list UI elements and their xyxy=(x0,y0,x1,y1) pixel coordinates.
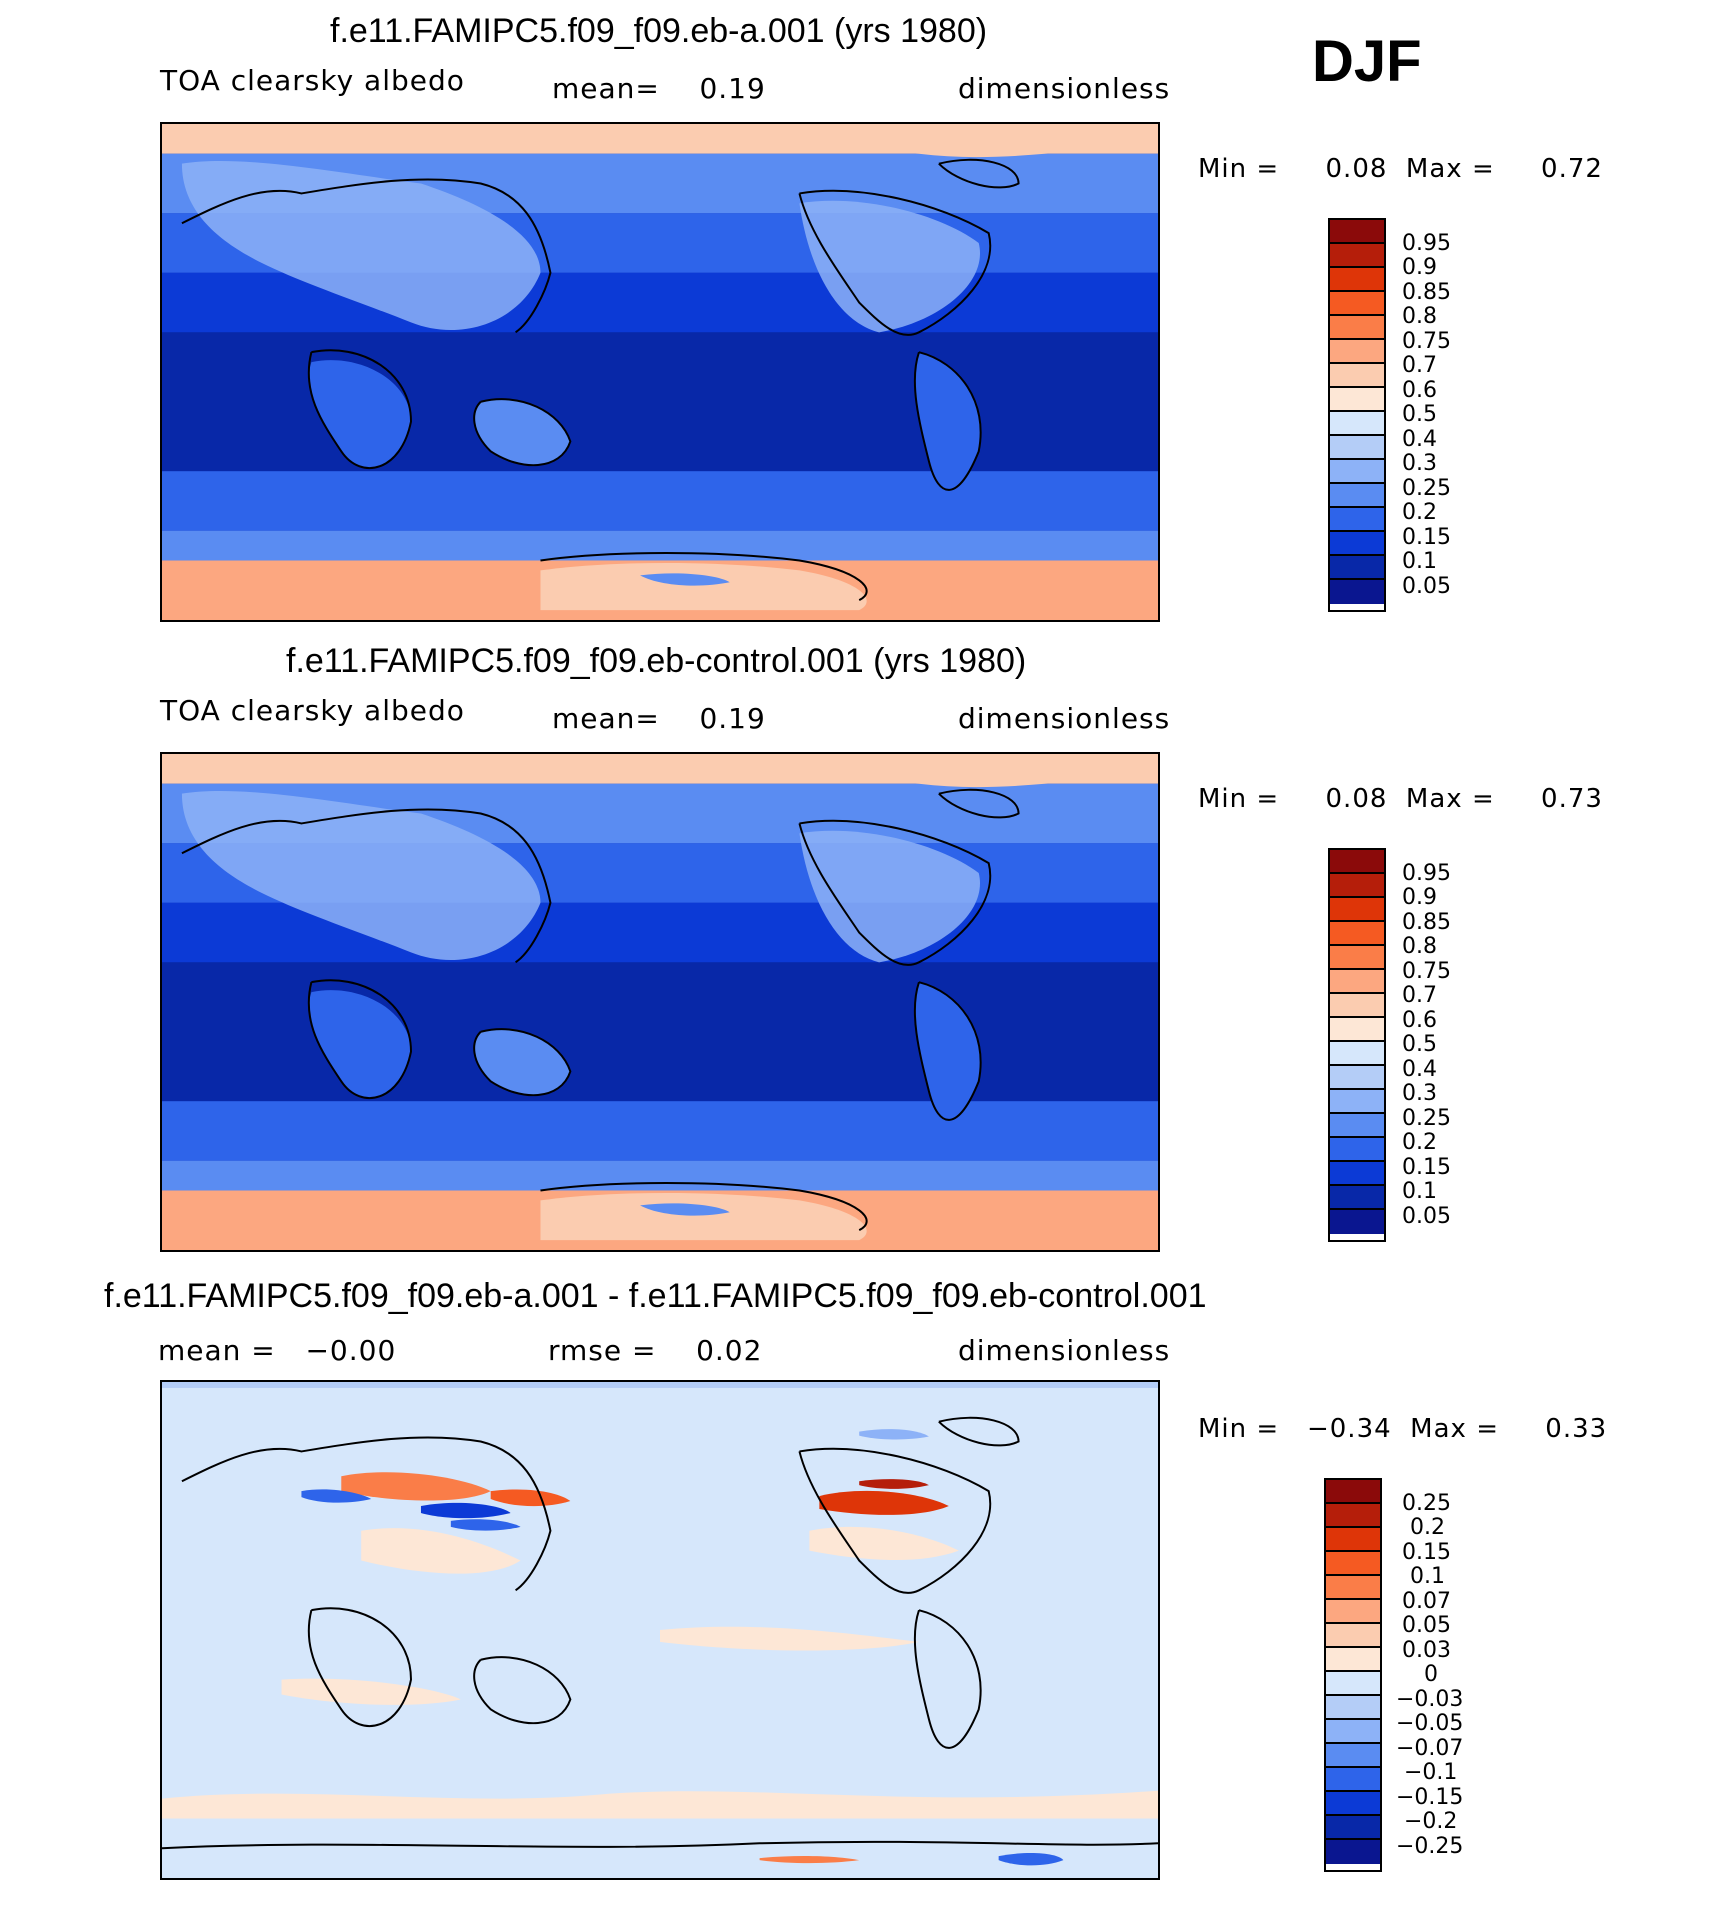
colorbar-tick: −0.15 xyxy=(1396,1785,1464,1810)
colorbar-tick: −0.03 xyxy=(1396,1687,1464,1712)
colorbar-tick: 0.05 xyxy=(1402,1613,1451,1638)
colorbar-tick: 0.95 xyxy=(1402,231,1451,256)
colorbar-tick: 0.15 xyxy=(1402,1540,1451,1565)
colorbar-tick: 0.15 xyxy=(1402,1155,1451,1180)
colorbar-tick: −0.2 xyxy=(1404,1809,1458,1834)
colorbar-tick: 0.25 xyxy=(1402,1106,1451,1131)
panel3-units-label: dimensionless xyxy=(958,1334,1171,1367)
panel1-title: f.e11.FAMIPC5.f09_f09.eb-a.001 (yrs 1980… xyxy=(330,12,988,50)
panel1-variable-label: TOA clearsky albedo xyxy=(160,64,465,97)
colorbar-tick: 0.75 xyxy=(1402,329,1451,354)
panel2-minmax: Min = 0.08 Max = 0.73 xyxy=(1198,784,1603,814)
colorbar-tick: 0.7 xyxy=(1402,983,1437,1008)
panel1-units-label: dimensionless xyxy=(958,72,1171,105)
colorbar-tick: 0.1 xyxy=(1410,1564,1445,1589)
colorbar-tick: 0.9 xyxy=(1402,255,1437,280)
panel3-map-svg xyxy=(162,1382,1158,1878)
panel2-units-label: dimensionless xyxy=(958,702,1171,735)
panel3-minmax: Min = −0.34 Max = 0.33 xyxy=(1198,1414,1608,1444)
colorbar-tick: 0.5 xyxy=(1402,402,1437,427)
colorbar-tick: 0.25 xyxy=(1402,476,1451,501)
panel2-title: f.e11.FAMIPC5.f09_f09.eb-control.001 (yr… xyxy=(286,642,1027,680)
colorbar-tick: −0.05 xyxy=(1396,1711,1464,1736)
colorbar-tick: 0.8 xyxy=(1402,934,1437,959)
colorbar-tick: 0.07 xyxy=(1402,1589,1451,1614)
panel1-map xyxy=(160,122,1160,622)
panel2-colorbar xyxy=(1328,848,1386,1242)
panel2-variable-label: TOA clearsky albedo xyxy=(160,694,465,727)
panel3-rmse-label: rmse = 0.02 xyxy=(548,1334,763,1367)
panel3-colorbar xyxy=(1324,1478,1382,1872)
colorbar-tick: 0.6 xyxy=(1402,1008,1437,1033)
colorbar-tick: 0.3 xyxy=(1402,1081,1437,1106)
colorbar-tick: 0.4 xyxy=(1402,1057,1437,1082)
colorbar-tick: 0.03 xyxy=(1402,1638,1451,1663)
panel1-colorbar xyxy=(1328,218,1386,612)
colorbar-tick: 0.1 xyxy=(1402,1179,1437,1204)
panel3-map xyxy=(160,1380,1160,1880)
panel2-mean-label: mean= 0.19 xyxy=(552,702,766,735)
colorbar-tick: 0.4 xyxy=(1402,427,1437,452)
colorbar-tick: 0.05 xyxy=(1402,574,1451,599)
colorbar-tick: 0.75 xyxy=(1402,959,1451,984)
colorbar-tick: 0.95 xyxy=(1402,861,1451,886)
panel3-title: f.e11.FAMIPC5.f09_f09.eb-a.001 - f.e11.F… xyxy=(104,1277,1207,1315)
colorbar-tick: −0.07 xyxy=(1396,1736,1464,1761)
colorbar-tick: 0.6 xyxy=(1402,378,1437,403)
colorbar-tick: 0.7 xyxy=(1402,353,1437,378)
panel1-map-svg xyxy=(162,124,1158,620)
colorbar-tick: 0.2 xyxy=(1402,1130,1437,1155)
colorbar-tick: 0.2 xyxy=(1410,1515,1445,1540)
colorbar-tick: 0 xyxy=(1424,1662,1438,1687)
panel1-minmax: Min = 0.08 Max = 0.72 xyxy=(1198,154,1603,184)
panel1-mean-label: mean= 0.19 xyxy=(552,72,766,105)
colorbar-tick: 0.1 xyxy=(1402,549,1437,574)
colorbar-tick: 0.85 xyxy=(1402,280,1451,305)
colorbar-tick: 0.8 xyxy=(1402,304,1437,329)
colorbar-tick: 0.15 xyxy=(1402,525,1451,550)
colorbar-tick: −0.1 xyxy=(1404,1760,1458,1785)
panel3-mean-label: mean = −0.00 xyxy=(158,1334,397,1367)
colorbar-tick: 0.2 xyxy=(1402,500,1437,525)
colorbar-tick: 0.3 xyxy=(1402,451,1437,476)
season-label: DJF xyxy=(1312,29,1422,94)
colorbar-tick: −0.25 xyxy=(1396,1834,1464,1859)
colorbar-tick: 0.85 xyxy=(1402,910,1451,935)
colorbar-tick: 0.9 xyxy=(1402,885,1437,910)
colorbar-tick: 0.05 xyxy=(1402,1204,1451,1229)
panel2-map xyxy=(160,752,1160,1252)
panel2-map-svg xyxy=(162,754,1158,1250)
colorbar-tick: 0.5 xyxy=(1402,1032,1437,1057)
colorbar-tick: 0.25 xyxy=(1402,1491,1451,1516)
